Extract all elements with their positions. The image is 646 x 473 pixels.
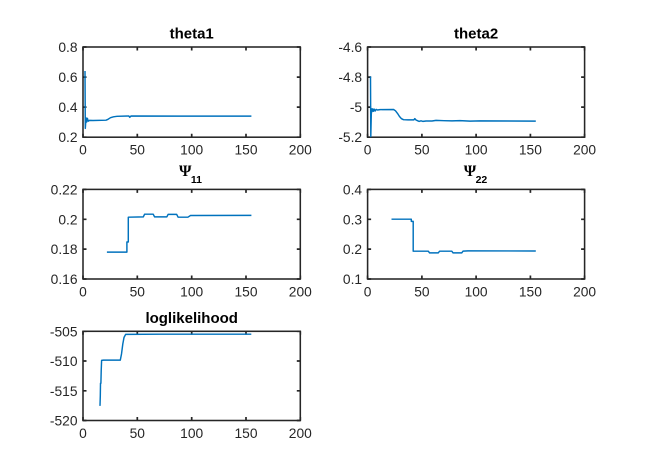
svg-text:50: 50	[130, 143, 146, 158]
svg-text:0.18: 0.18	[51, 242, 78, 257]
svg-text:theta1: theta1	[170, 26, 214, 43]
svg-text:11: 11	[191, 174, 202, 186]
svg-text:100: 100	[180, 143, 203, 158]
svg-text:0.2: 0.2	[58, 130, 77, 145]
svg-text:22: 22	[476, 174, 488, 186]
svg-text:0.8: 0.8	[58, 40, 78, 55]
svg-text:100: 100	[180, 284, 203, 299]
svg-text:150: 150	[234, 143, 257, 158]
svg-text:150: 150	[519, 143, 542, 158]
svg-text:-515: -515	[50, 384, 78, 399]
svg-text:50: 50	[130, 284, 146, 299]
svg-text:100: 100	[465, 284, 488, 299]
svg-text:150: 150	[234, 426, 257, 441]
svg-text:0.4: 0.4	[343, 182, 363, 197]
svg-text:0.3: 0.3	[343, 212, 363, 227]
svg-text:50: 50	[130, 426, 146, 441]
svg-text:0: 0	[364, 143, 372, 158]
svg-text:Ψ: Ψ	[464, 163, 477, 180]
svg-text:100: 100	[465, 143, 488, 158]
svg-text:0.1: 0.1	[343, 272, 362, 287]
svg-text:0.16: 0.16	[51, 272, 78, 287]
svg-text:-510: -510	[50, 354, 78, 369]
svg-text:theta2: theta2	[454, 26, 498, 43]
svg-text:100: 100	[180, 426, 203, 441]
svg-text:200: 200	[573, 284, 596, 299]
svg-text:0: 0	[79, 143, 87, 158]
svg-text:0.2: 0.2	[58, 212, 77, 227]
svg-text:-5.2: -5.2	[338, 130, 362, 145]
svg-text:loglikelihood: loglikelihood	[145, 310, 238, 327]
svg-text:200: 200	[289, 426, 312, 441]
svg-text:200: 200	[573, 143, 596, 158]
svg-text:-5: -5	[350, 100, 363, 115]
svg-text:200: 200	[289, 143, 312, 158]
svg-text:0: 0	[364, 284, 372, 299]
svg-text:0: 0	[79, 426, 87, 441]
svg-text:-520: -520	[50, 414, 78, 429]
svg-text:0.4: 0.4	[58, 100, 78, 115]
svg-text:150: 150	[519, 284, 542, 299]
svg-text:Ψ: Ψ	[179, 163, 192, 180]
svg-text:50: 50	[414, 284, 430, 299]
svg-text:-4.8: -4.8	[338, 70, 362, 85]
svg-text:-4.6: -4.6	[338, 40, 362, 55]
svg-text:200: 200	[289, 284, 312, 299]
svg-text:0.6: 0.6	[58, 70, 78, 85]
svg-text:0: 0	[79, 284, 87, 299]
svg-text:-505: -505	[50, 324, 78, 339]
svg-text:150: 150	[234, 284, 257, 299]
svg-text:50: 50	[414, 143, 430, 158]
svg-text:0.22: 0.22	[51, 182, 78, 197]
svg-text:0.2: 0.2	[343, 242, 362, 257]
